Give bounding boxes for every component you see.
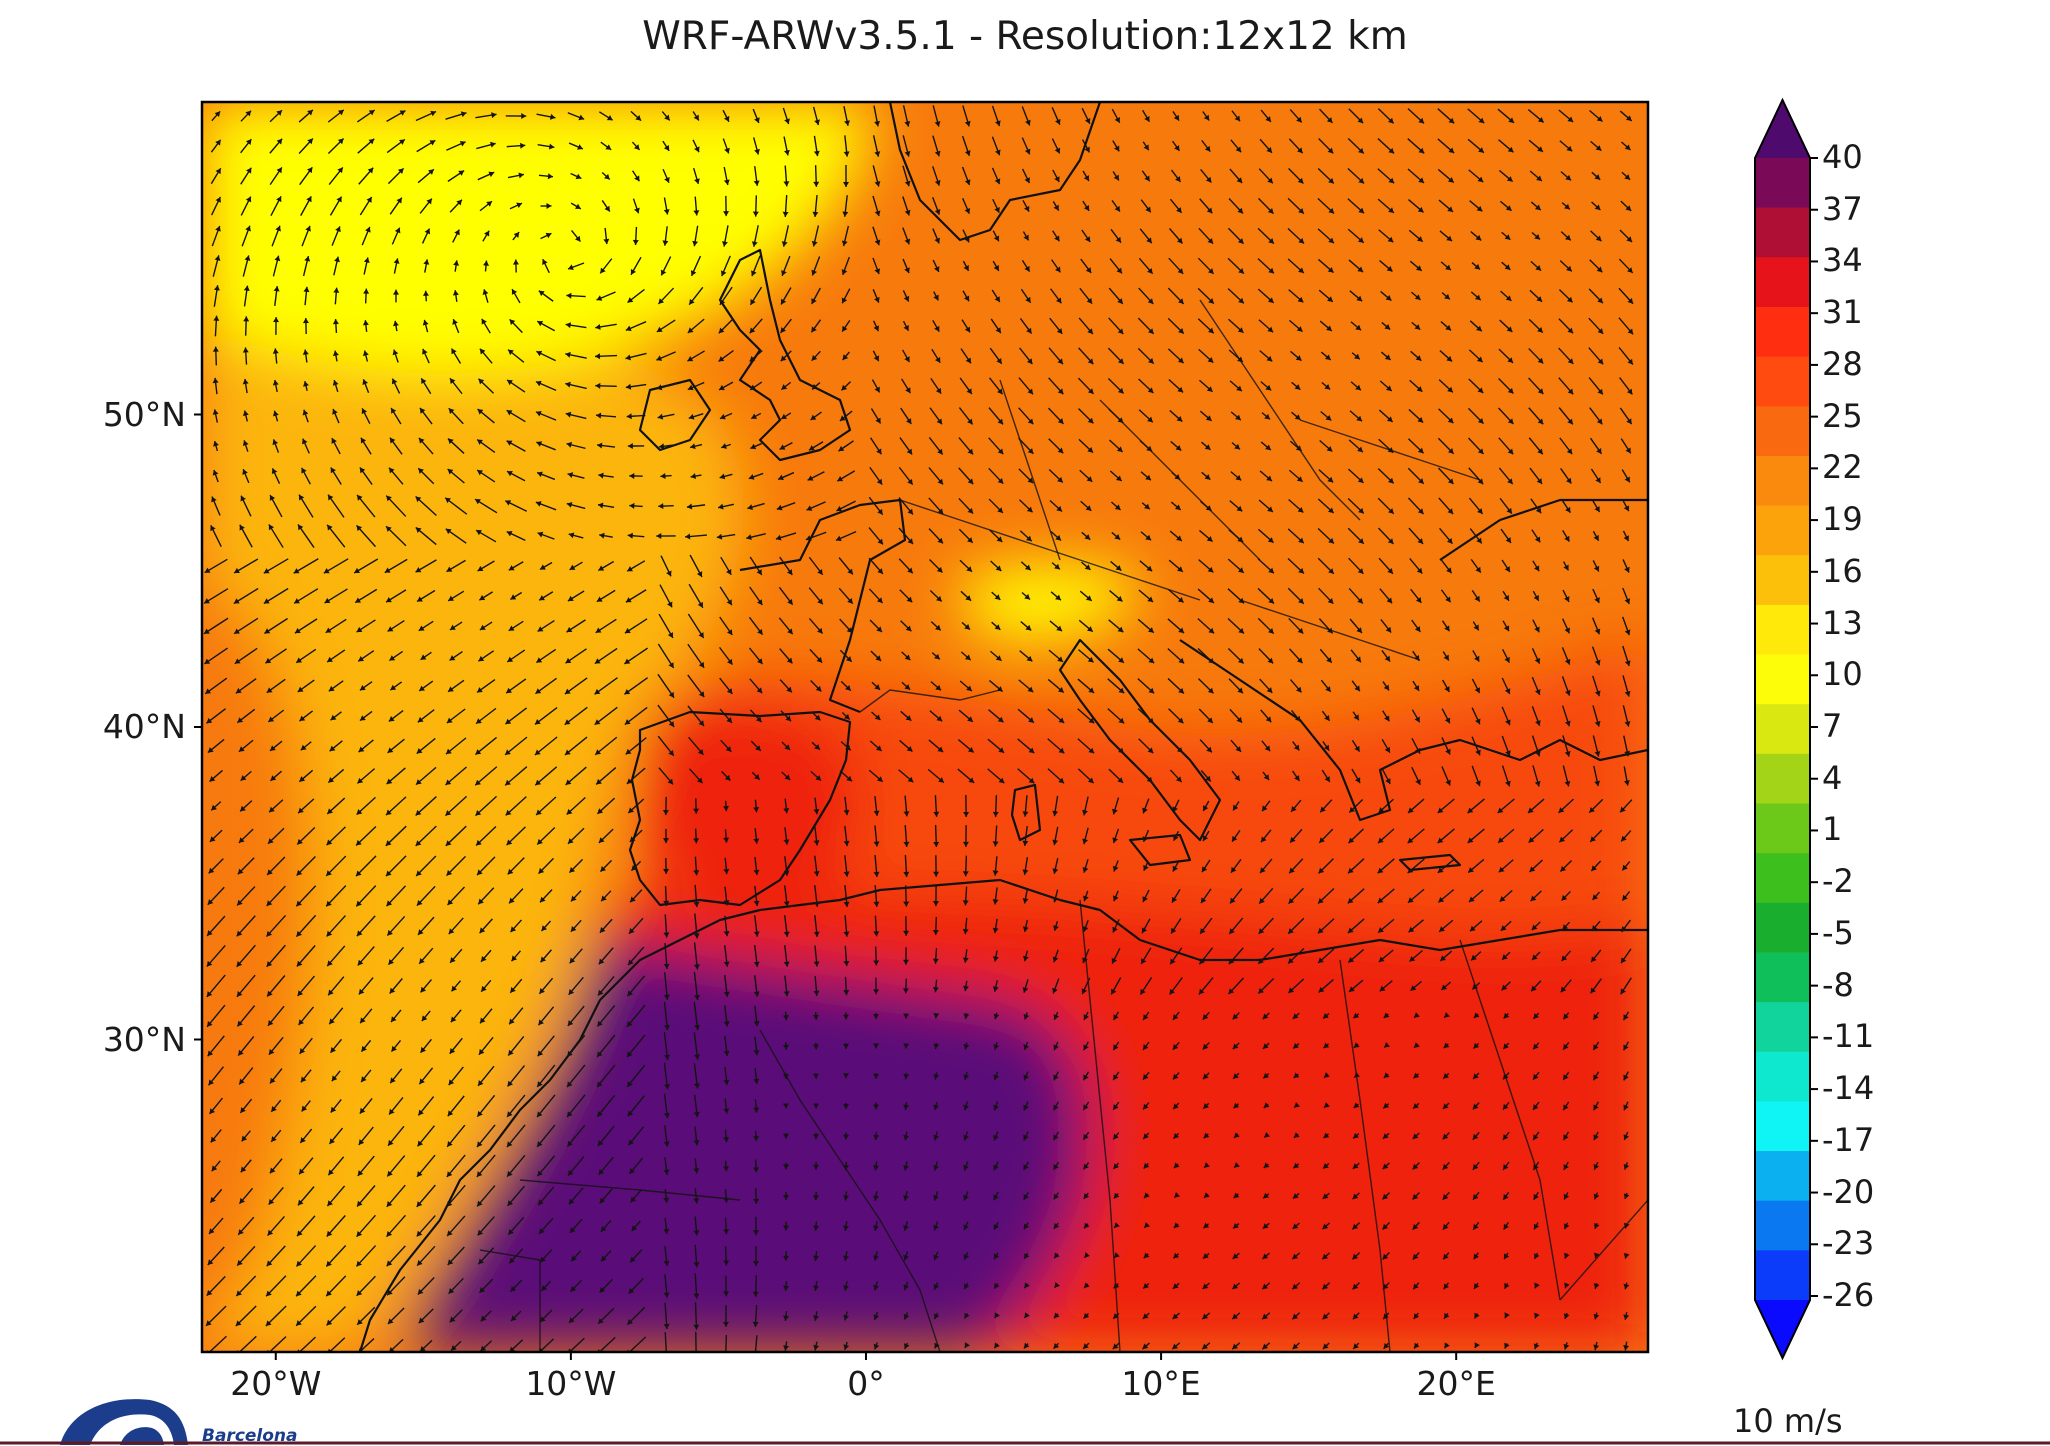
colorbar-tick-label: 10 [1822,655,1863,693]
colorbar-segment [1755,1250,1810,1300]
colorbar-segment [1755,208,1810,258]
lon-tick-label: 20°W [216,1364,336,1403]
colorbar-tick-label: 37 [1822,190,1863,228]
colorbar [1755,100,1818,1358]
colorbar-segment [1755,506,1810,556]
colorbar-segment [1755,1002,1810,1052]
colorbar-segment [1755,555,1810,605]
colorbar-segment [1755,853,1810,903]
reference-vector-label: 10 m/s [1733,1402,1843,1440]
colorbar-tick-label: -8 [1822,966,1854,1004]
colorbar-segment [1755,456,1810,506]
lat-tick-label: 40°N [103,707,186,746]
colorbar-tick-label: 28 [1822,345,1863,383]
colorbar-tick-label: 19 [1822,500,1863,538]
wind-vector-head [664,1355,670,1360]
colorbar-segment [1755,257,1810,307]
colorbar-tick-label: 25 [1822,397,1863,435]
colorbar-segment [1755,704,1810,754]
colorbar-tick-label: 4 [1822,759,1842,797]
colorbar-segment [1755,158,1810,208]
colorbar-tick-label: 7 [1822,707,1842,745]
bsc-logo [60,1399,188,1445]
colorbar-segment [1755,803,1810,853]
colorbar-segment [1755,307,1810,357]
colorbar-segment [1755,605,1810,655]
colorbar-tick-label: -17 [1822,1121,1874,1159]
colorbar-tick-label: -11 [1822,1017,1874,1055]
lon-tick-label: 20°E [1396,1364,1516,1403]
colorbar-tick-label: 1 [1822,810,1842,848]
temperature-field [202,102,1648,1360]
wind-vector [726,1335,727,1357]
colorbar-tick-label: 13 [1822,604,1863,642]
colorbar-tick-label: -23 [1822,1224,1874,1262]
colorbar-tick-label: -26 [1822,1276,1874,1314]
colorbar-tick-label: -2 [1822,862,1854,900]
colorbar-segment [1755,952,1810,1002]
colorbar-tick-label: 34 [1822,241,1863,279]
colorbar-extend-max [1755,100,1810,158]
lat-tick-label: 50°N [103,395,186,434]
colorbar-segment [1755,1101,1810,1151]
wind-vector-head [693,1355,699,1360]
colorbar-tick-label: 22 [1822,448,1863,486]
colorbar-segment [1755,1201,1810,1251]
colorbar-segment [1755,655,1810,705]
colorbar-segment [1755,1052,1810,1102]
colorbar-tick-label: -20 [1822,1173,1874,1211]
colorbar-tick-label: -5 [1822,914,1854,952]
colorbar-segment [1755,903,1810,953]
logo-text: Barcelona [202,1426,298,1446]
colorbar-segment [1755,406,1810,456]
iberia-warm-region [640,706,861,908]
colorbar-tick-label: 16 [1822,552,1863,590]
colorbar-tick-label: -14 [1822,1069,1874,1107]
colorbar-segment [1755,1151,1810,1201]
lon-tick-label: 10°E [1101,1364,1221,1403]
colorbar-segment [1755,754,1810,804]
lon-tick-label: 0° [806,1364,926,1403]
figure-title: WRF-ARWv3.5.1 - Resolution:12x12 km [0,14,2050,59]
colorbar-extend-min [1755,1300,1810,1358]
lat-tick-label: 30°N [103,1020,186,1059]
lon-tick-label: 10°W [511,1364,631,1403]
colorbar-tick-label: 31 [1822,293,1863,331]
colorbar-tick-label: 40 [1822,138,1863,176]
colorbar-segment [1755,357,1810,407]
